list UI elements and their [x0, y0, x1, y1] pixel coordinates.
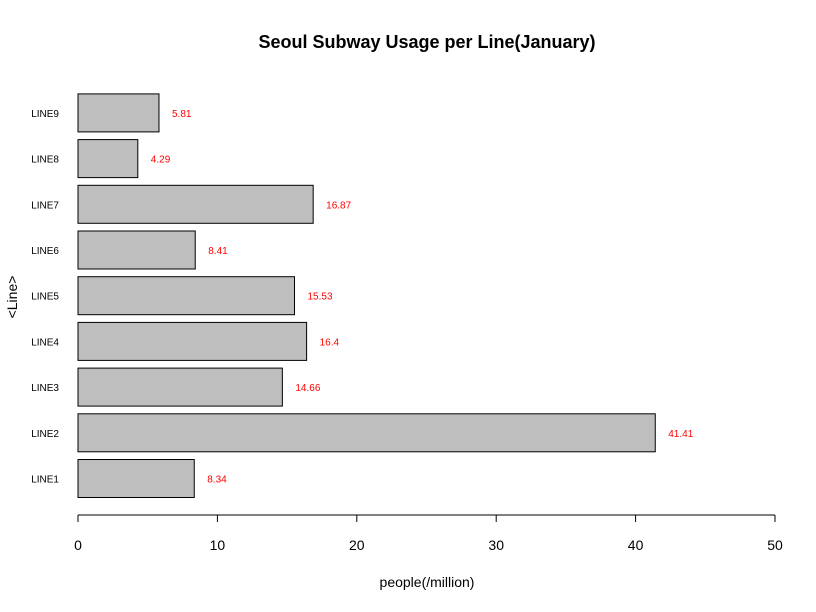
bar-line6 [77, 230, 196, 270]
x-tick-label: 0 [74, 537, 82, 553]
data-label-line4: 16.4 [320, 337, 340, 348]
bar-line4 [77, 321, 308, 361]
bar-line2 [77, 413, 656, 453]
bar-line7 [77, 184, 314, 224]
category-label-line2: LINE2 [31, 429, 59, 440]
category-label-line8: LINE8 [31, 155, 59, 166]
x-axis-label: people(/million) [380, 574, 475, 590]
category-label-line7: LINE7 [31, 200, 59, 211]
category-labels: LINE1 LINE2 LINE3 LINE4 LINE5 LINE6 LINE7 LINE8… [31, 109, 59, 486]
y-axis-label: <Line> [4, 276, 20, 319]
category-label-line1: LINE1 [31, 475, 59, 486]
data-labels: 8.34 41.41 14.66 16.4 15.53 8.41 16.87 4.29 5.81 [151, 109, 694, 486]
chart-title: Seoul Subway Usage per Line(January) [258, 32, 595, 52]
data-label-line1: 8.34 [207, 475, 227, 486]
data-label-line3: 14.66 [295, 383, 320, 394]
category-label-line3: LINE3 [31, 383, 59, 394]
data-label-line7: 16.87 [326, 200, 351, 211]
data-label-line8: 4.29 [151, 155, 171, 166]
bar-line5 [77, 276, 295, 316]
data-label-line9: 5.81 [172, 109, 192, 120]
x-tick-label: 40 [628, 537, 644, 553]
data-label-line6: 8.41 [208, 246, 228, 257]
data-label-line2: 41.41 [668, 429, 693, 440]
bar-line3 [77, 367, 283, 407]
x-tick-label: 50 [767, 537, 783, 553]
x-tick-label: 30 [488, 537, 504, 553]
category-label-line9: LINE9 [31, 109, 59, 120]
x-tick-label: 20 [349, 537, 365, 553]
bars-group [77, 93, 656, 498]
category-label-line4: LINE4 [31, 337, 59, 348]
x-tick-label: 10 [210, 537, 226, 553]
bar-line9 [77, 93, 160, 133]
category-label-line6: LINE6 [31, 246, 59, 257]
x-axis-ticks: 0 10 20 30 40 50 [74, 515, 783, 553]
category-label-line5: LINE5 [31, 292, 59, 303]
bar-line1 [77, 459, 195, 498]
data-label-line5: 15.53 [307, 292, 332, 303]
bar-line8 [77, 139, 139, 179]
